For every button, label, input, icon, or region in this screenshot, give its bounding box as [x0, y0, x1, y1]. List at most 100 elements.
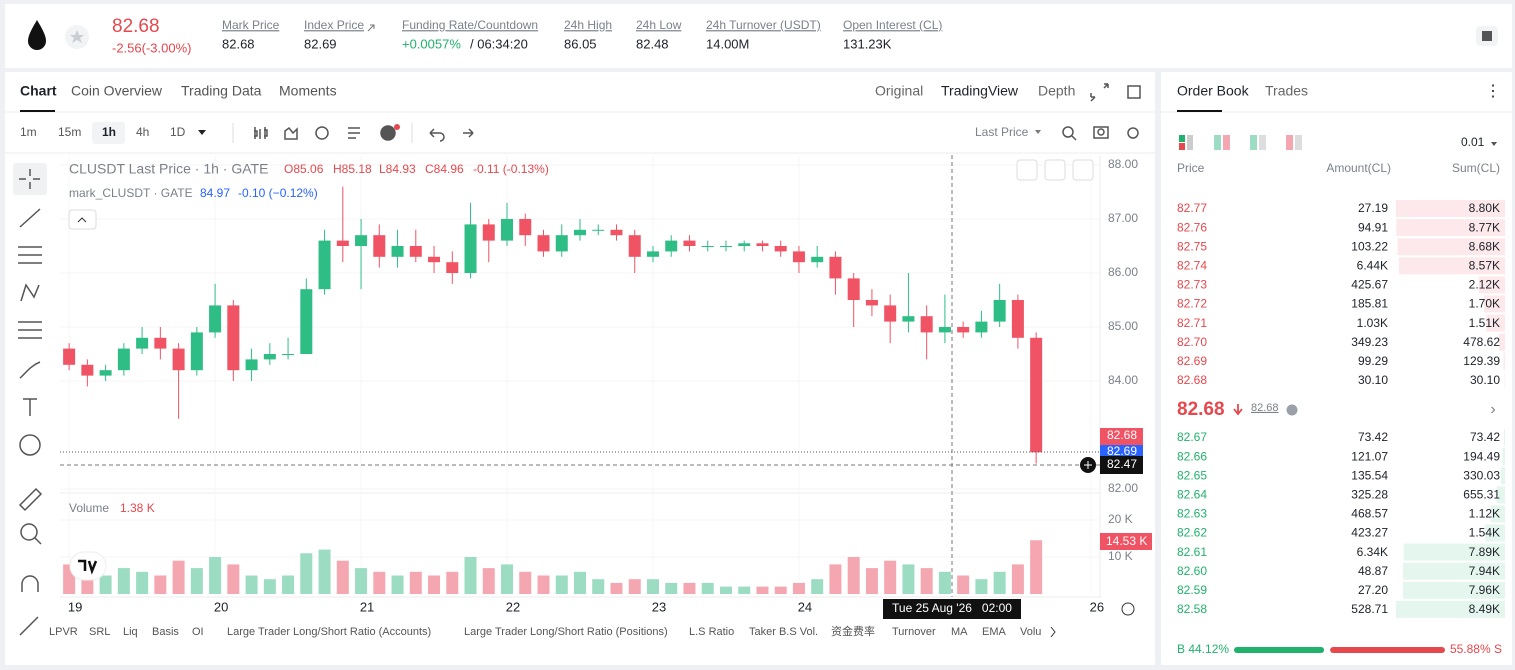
- volume-bar: [628, 579, 641, 594]
- stat-label: Index Price: [304, 18, 364, 32]
- candle-body: [501, 219, 514, 241]
- book-tab[interactable]: Trades: [1265, 83, 1308, 99]
- volume-bar: [537, 575, 550, 594]
- precision[interactable]: 0.01: [1461, 135, 1485, 149]
- chart-button[interactable]: [1016, 159, 1038, 181]
- candle-body: [409, 246, 422, 257]
- view-tab[interactable]: Original: [875, 83, 923, 99]
- volume-bar: [920, 568, 933, 594]
- book-icon: [1482, 31, 1492, 41]
- book-tab[interactable]: Order Book: [1177, 83, 1250, 99]
- tab[interactable]: Trading Data: [181, 83, 262, 99]
- volume-bar: [829, 564, 842, 594]
- stat-value: +0.0057%: [402, 36, 461, 51]
- chart-button[interactable]: [1072, 159, 1094, 181]
- interval[interactable]: 1D: [170, 125, 186, 139]
- indicator-tab[interactable]: Basis: [152, 626, 179, 638]
- chart-button[interactable]: [1044, 159, 1066, 181]
- candle-body: [1030, 337, 1043, 453]
- dropdown-arrow: [1491, 142, 1497, 146]
- x-tick-label: 22: [506, 599, 520, 614]
- indicator-tab[interactable]: OI: [192, 626, 204, 638]
- candle-body: [391, 246, 404, 257]
- legend-value: L84.93: [379, 162, 416, 176]
- candle-body: [63, 348, 76, 365]
- candle-body: [318, 240, 331, 290]
- volume-bar: [792, 582, 805, 594]
- indicator-tab[interactable]: 资金费率: [831, 624, 875, 638]
- column-header: Sum(CL): [1452, 161, 1500, 175]
- y-tick-label: 88.00: [1108, 157, 1138, 171]
- tab[interactable]: Coin Overview: [71, 83, 163, 99]
- candle-body: [902, 316, 915, 322]
- indicator-tab[interactable]: Large Trader Long/Short Ratio (Accounts): [227, 626, 431, 638]
- view-tab[interactable]: Depth: [1038, 83, 1075, 99]
- tab[interactable]: Chart: [20, 83, 57, 99]
- candle-body: [920, 316, 933, 333]
- indicator-tab[interactable]: Liq: [123, 626, 138, 638]
- book-price: 82.63: [1177, 507, 1207, 521]
- expand-arrow[interactable]: ›: [1490, 401, 1495, 418]
- stat-label: Open Interest (CL): [843, 18, 942, 32]
- volume-bar: [555, 575, 568, 594]
- indicator-tab[interactable]: EMA: [982, 626, 1007, 638]
- book-sum: 30.10: [1470, 373, 1500, 387]
- sell-label: 55.88% S: [1450, 642, 1502, 656]
- interval[interactable]: 15m: [58, 125, 81, 139]
- interval[interactable]: 4h: [136, 125, 149, 139]
- price-source[interactable]: Last Price: [975, 125, 1029, 139]
- crosshair-price: 82.47: [1107, 457, 1137, 471]
- indicator-tab[interactable]: Large Trader Long/Short Ratio (Positions…: [464, 626, 668, 638]
- legend-mark-value: 84.97: [200, 186, 230, 200]
- y-tick-label: 86.00: [1108, 265, 1138, 279]
- book-price: 82.67: [1177, 430, 1207, 444]
- scroll-arrow: [1050, 626, 1056, 638]
- volume-bar: [811, 579, 824, 594]
- interval[interactable]: 1m: [20, 125, 37, 139]
- candle-body: [464, 224, 477, 273]
- volume-bar: [574, 571, 586, 594]
- candle-body: [263, 354, 276, 360]
- view-tab[interactable]: TradingView: [941, 83, 1019, 99]
- volume-bar: [993, 571, 1006, 594]
- volume-bar: [409, 571, 422, 594]
- indicator-tab[interactable]: L.S Ratio: [689, 626, 734, 638]
- stat-value: / 06:34:20: [470, 36, 528, 51]
- indicator-tab[interactable]: Turnover: [892, 626, 936, 638]
- book-amount: 528.71: [1351, 602, 1388, 616]
- book-sum: 8.68K: [1469, 239, 1500, 253]
- legend-title: CLUSDT Last Price · 1h · GATE: [69, 161, 268, 177]
- volume-tag: 14.53 K: [1106, 534, 1147, 548]
- collapse-button[interactable]: [68, 209, 97, 230]
- book-price: 82.73: [1177, 278, 1207, 292]
- candle-body: [117, 348, 130, 371]
- volume-bar: [884, 560, 897, 594]
- indicator-tab[interactable]: MA: [951, 626, 968, 638]
- drawing-tools: [13, 163, 47, 636]
- depth-bar: [1504, 429, 1505, 446]
- stat-label: 24h High: [564, 18, 612, 32]
- book-sum: 194.49: [1463, 449, 1500, 463]
- indicator-tab[interactable]: Volu: [1020, 626, 1041, 638]
- indicator-tab[interactable]: Taker B.S Vol.: [749, 626, 818, 638]
- candle-body: [610, 229, 623, 236]
- book-price: 82.77: [1177, 201, 1207, 215]
- indicator-tab[interactable]: SRL: [89, 626, 110, 638]
- candle-body: [592, 229, 605, 231]
- stat-value: 14.00M: [706, 36, 749, 51]
- more-menu[interactable]: ⋮: [1485, 83, 1501, 100]
- candle-body: [847, 278, 860, 300]
- sell-ratio: [1330, 647, 1445, 653]
- interval[interactable]: 1h: [102, 125, 116, 139]
- volume-bar: [482, 568, 495, 594]
- depth-bar: [1402, 581, 1505, 599]
- book-amount: 73.42: [1358, 430, 1388, 444]
- volume-bar: [245, 575, 258, 594]
- book-sum: 478.62: [1463, 335, 1500, 349]
- book-price: 82.59: [1177, 583, 1207, 597]
- volume-bar: [683, 582, 696, 594]
- book-amount: 1.03K: [1357, 316, 1388, 330]
- tab[interactable]: Moments: [279, 83, 337, 99]
- settings[interactable]: [1121, 602, 1135, 616]
- indicator-tab[interactable]: LPVR: [49, 626, 78, 638]
